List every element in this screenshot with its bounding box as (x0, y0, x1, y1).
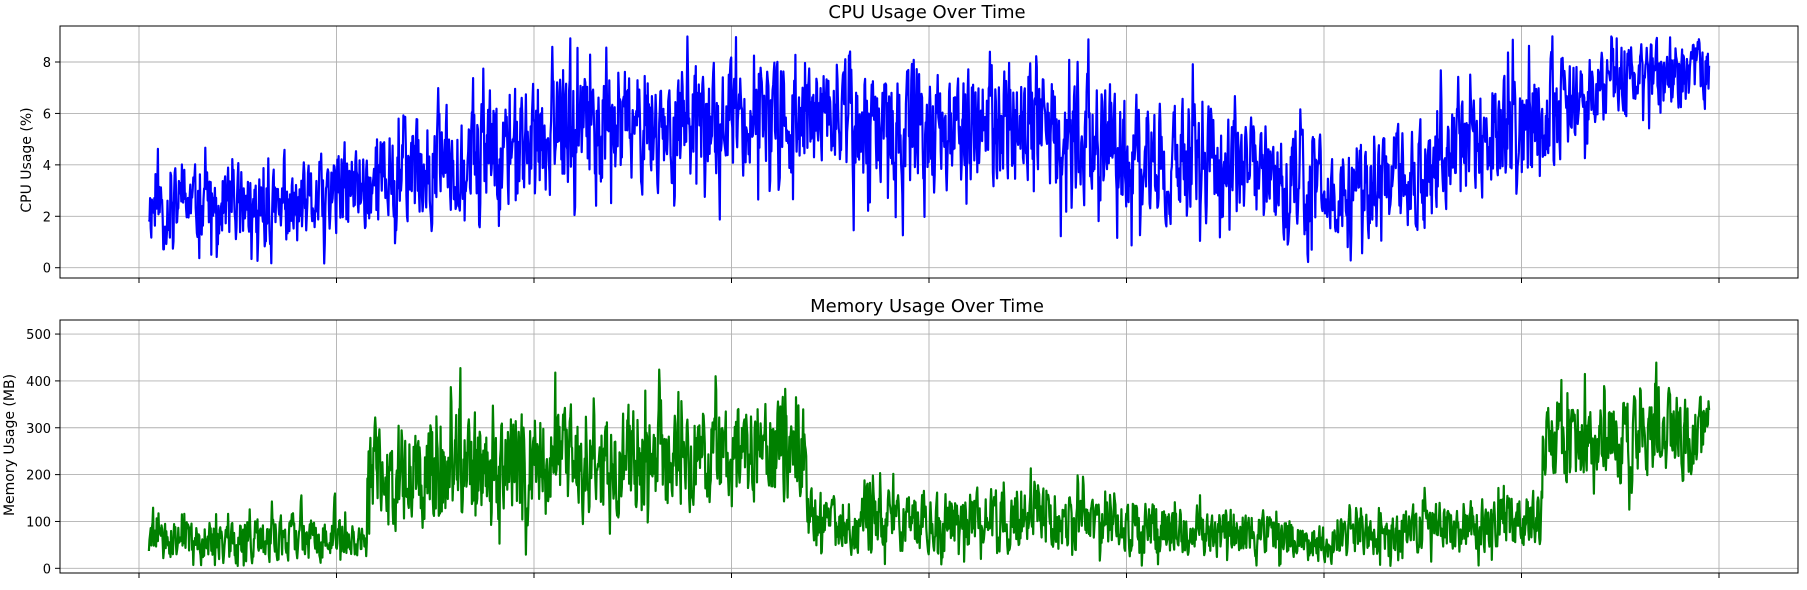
memory-ytick-label: 200 (26, 469, 51, 484)
memory-series-line (147, 361, 1711, 568)
cpu-ytick-label: 0 (43, 262, 51, 277)
cpu-chart-yticks: 0 2 4 6 8 (43, 56, 60, 277)
cpu-ytick-label: 6 (43, 107, 51, 122)
cpu-chart-ylabel: CPU Usage (%) (19, 107, 35, 212)
cpu-chart-frame (59, 25, 1799, 279)
memory-ytick-label: 0 (43, 562, 51, 577)
memory-chart-plot (147, 361, 1711, 568)
cpu-chart: CPU Usage Over Time CPU Usage (%) 0 2 4 6 8 (19, 2, 1799, 283)
cpu-chart-plot (147, 35, 1711, 265)
memory-ytick-label: 300 (26, 422, 51, 437)
cpu-ytick-label: 4 (43, 159, 51, 174)
memory-chart: Memory Usage Over Time Memory Usage (MB)… (2, 296, 1799, 578)
cpu-ytick-label: 2 (43, 210, 51, 225)
memory-chart-ylabel: Memory Usage (MB) (2, 374, 18, 516)
memory-chart-frame (59, 319, 1799, 574)
cpu-chart-title: CPU Usage Over Time (828, 2, 1025, 23)
memory-ytick-label: 500 (26, 328, 51, 343)
memory-ytick-label: 100 (26, 515, 51, 530)
memory-ytick-label: 400 (26, 375, 51, 390)
memory-chart-xticks (138, 573, 1720, 578)
memory-chart-yticks: 0 100 200 300 400 500 (26, 328, 60, 577)
cpu-chart-xticks (138, 278, 1720, 283)
cpu-ytick-label: 8 (43, 56, 51, 71)
memory-chart-title: Memory Usage Over Time (810, 296, 1044, 317)
cpu-series-line (147, 35, 1711, 265)
